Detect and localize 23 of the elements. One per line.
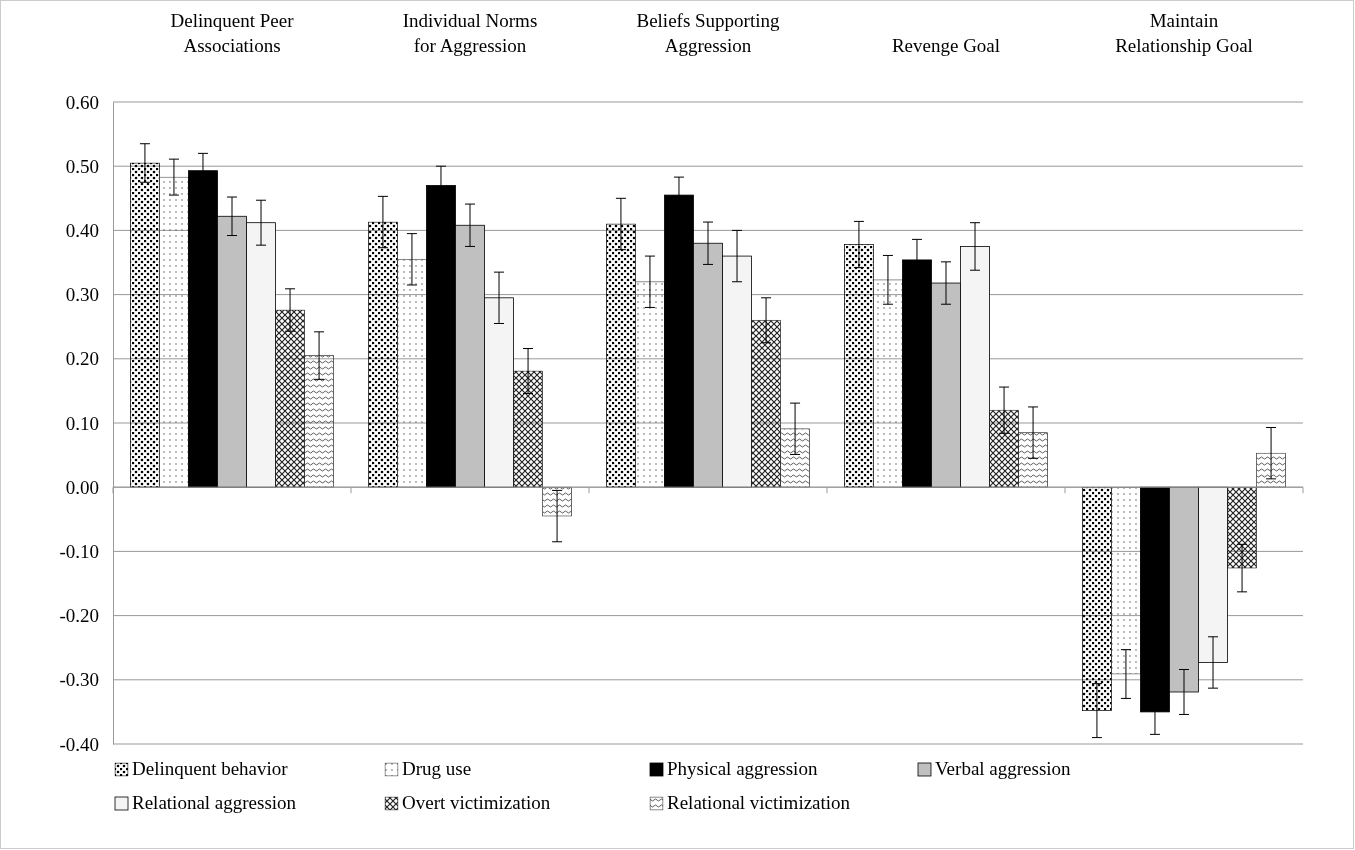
- x-tick-label: Maintain Relationship Goal: [1115, 10, 1253, 56]
- y-tick-label: 0.10: [65, 412, 99, 434]
- y-tick-label: -0.20: [59, 605, 99, 627]
- y-tick-label: -0.40: [59, 733, 99, 755]
- y-tick-label: 0.20: [65, 348, 99, 370]
- y-tick-label: 0.30: [65, 284, 99, 306]
- legend-label: Relational aggression: [132, 792, 297, 813]
- y-tick-label: 0.50: [65, 155, 99, 177]
- legend-label: Relational victimization: [667, 792, 851, 813]
- y-tick-label: -0.10: [59, 540, 99, 562]
- legend-label: Physical aggression: [667, 758, 818, 779]
- legend-label: Verbal aggression: [935, 758, 1072, 779]
- x-tick-label: Delinquent Peer Associations: [170, 10, 295, 56]
- y-tick-label: -0.30: [59, 669, 99, 691]
- x-tick-label: Revenge Goal: [891, 35, 1001, 56]
- legend-label: Drug use: [402, 758, 472, 779]
- y-tick-label: 0.60: [65, 91, 99, 113]
- legend-label: Overt victimization: [402, 792, 551, 813]
- x-tick-label: Beliefs Supporting Aggression: [636, 10, 780, 56]
- x-tick-label: Individual Norms for Aggression: [402, 10, 538, 56]
- y-tick-label: 0.00: [65, 476, 99, 498]
- y-tick-label: 0.40: [65, 219, 99, 241]
- legend-label: Delinquent behavior: [132, 758, 289, 779]
